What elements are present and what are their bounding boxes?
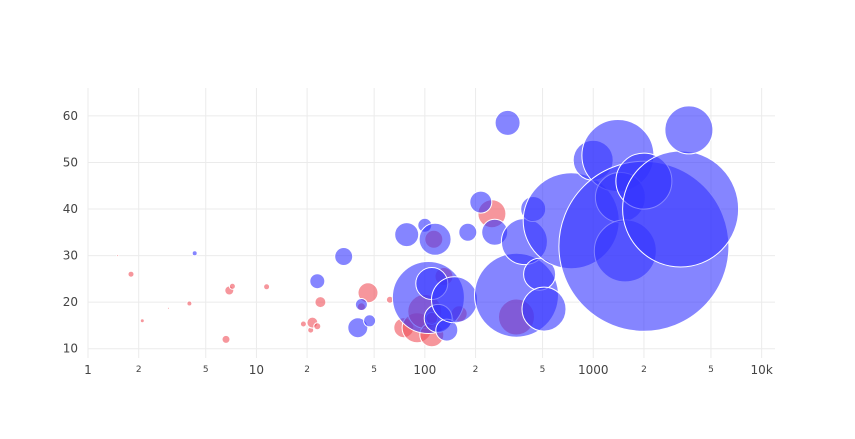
bubble-blue[interactable]: [622, 150, 740, 268]
bubble-red[interactable]: [116, 254, 120, 258]
bubble-blue[interactable]: [521, 286, 567, 332]
bubble-blue[interactable]: [431, 276, 478, 324]
bubble-blue[interactable]: [363, 314, 377, 328]
x-minor-tick-label: 2: [136, 365, 142, 375]
bubble-blue[interactable]: [664, 105, 714, 155]
bubble-blue[interactable]: [354, 298, 368, 311]
x-minor-tick-label: 5: [708, 365, 714, 375]
bubble-blue[interactable]: [347, 317, 369, 339]
y-tick-label: 20: [63, 295, 78, 309]
bubble-red[interactable]: [263, 283, 271, 291]
bubble-blue[interactable]: [458, 222, 478, 242]
x-tick-label: 10k: [751, 363, 773, 377]
bubble-red[interactable]: [313, 322, 322, 331]
y-tick-label: 50: [63, 155, 78, 169]
bubble-red[interactable]: [166, 306, 170, 310]
bubble-red[interactable]: [299, 320, 307, 328]
series-red: [116, 199, 535, 348]
series-blue: [191, 105, 740, 342]
bubble-red[interactable]: [139, 318, 145, 324]
bubble-blue[interactable]: [191, 250, 198, 257]
x-minor-tick-label: 2: [304, 365, 310, 375]
x-axis-ticks: 1 10 100 1000 10k 2 5 2 5 2 5 2 5: [84, 363, 773, 377]
x-tick-label: 1: [84, 363, 92, 377]
bubble-blue[interactable]: [309, 273, 326, 290]
x-minor-tick-label: 5: [203, 365, 209, 375]
bubble-blue[interactable]: [494, 109, 521, 136]
x-tick-label: 100: [413, 363, 436, 377]
x-minor-tick-label: 5: [540, 365, 546, 375]
bubble-blue[interactable]: [469, 190, 493, 214]
y-tick-label: 30: [63, 249, 78, 263]
y-axis-ticks: 10 20 30 40 50 60: [63, 109, 78, 356]
bubble-blue[interactable]: [418, 222, 452, 256]
y-tick-label: 60: [63, 109, 78, 123]
x-minor-tick-label: 2: [641, 365, 647, 375]
bubble-blue[interactable]: [334, 247, 354, 266]
x-tick-label: 10: [249, 363, 264, 377]
x-minor-tick-label: 5: [371, 365, 377, 375]
y-tick-label: 10: [63, 342, 78, 356]
bubble-red[interactable]: [314, 296, 327, 309]
bubble-red[interactable]: [228, 282, 236, 290]
bubble-red[interactable]: [357, 282, 379, 304]
y-tick-label: 40: [63, 202, 78, 216]
bubble-red[interactable]: [221, 334, 231, 344]
bubble-blue[interactable]: [394, 222, 420, 248]
x-minor-tick-label: 2: [473, 365, 479, 375]
bubble-red[interactable]: [127, 270, 135, 278]
bubble-red[interactable]: [186, 300, 193, 307]
x-tick-label: 1000: [578, 363, 609, 377]
